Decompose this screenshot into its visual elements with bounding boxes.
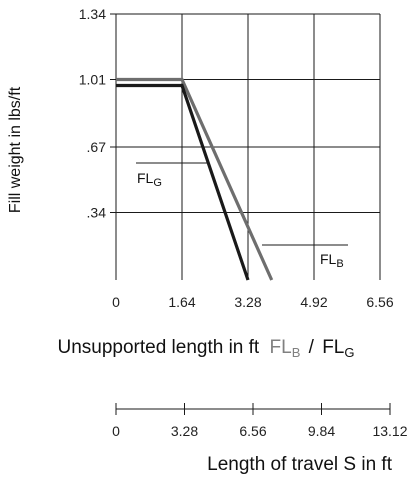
y-tick-label: .34 (87, 205, 107, 221)
travel-axis-title: Length of travel S in ft (207, 454, 393, 475)
callouts: FLG FLB (136, 162, 348, 270)
x-axis-title-flb-sub: B (292, 345, 301, 360)
x-tick-label: 6.56 (366, 294, 393, 310)
y-tick-label: 1.01 (79, 72, 106, 88)
y-tick-label: 1.34 (79, 6, 106, 22)
travel-tick-label: 6.56 (239, 423, 266, 439)
y-tick-label: .67 (87, 139, 107, 155)
x-axis-title-flb: FL (270, 337, 292, 358)
x-tick-label: 1.64 (168, 294, 195, 310)
grid (110, 13, 381, 280)
x-tick-label: 4.92 (300, 294, 327, 310)
series-line-fl-b (116, 77, 274, 281)
x-axis-title-sep: / (309, 337, 315, 358)
series-line-fl-g (116, 83, 250, 281)
travel-tick-label: 3.28 (171, 423, 198, 439)
series-label-fl-g: FLG (137, 170, 162, 189)
travel-tick-label: 0 (112, 423, 120, 439)
series-label-fl-b: FLB (320, 251, 344, 270)
travel-axis: 0 3.28 6.56 9.84 13.12 (112, 403, 408, 439)
travel-tick-label: 9.84 (308, 423, 335, 439)
x-tick-label: 3.28 (234, 294, 261, 310)
x-axis-title-flg: FL (322, 337, 344, 358)
series-layer (116, 77, 274, 281)
x-axis-title: Unsupported length in ft FLB / FLG (57, 337, 354, 362)
x-tick-label: 0 (112, 294, 120, 310)
x-axis-title-main: Unsupported length in ft (57, 337, 259, 358)
travel-tick-label: 13.12 (372, 423, 407, 439)
ticks: 0 1.64 3.28 4.92 6.56 1.34 1.01 .67 .34 (79, 6, 394, 310)
y-axis-title: Fill weight in lbs/ft (7, 86, 24, 213)
x-axis-title-flg-sub: G (344, 345, 354, 360)
